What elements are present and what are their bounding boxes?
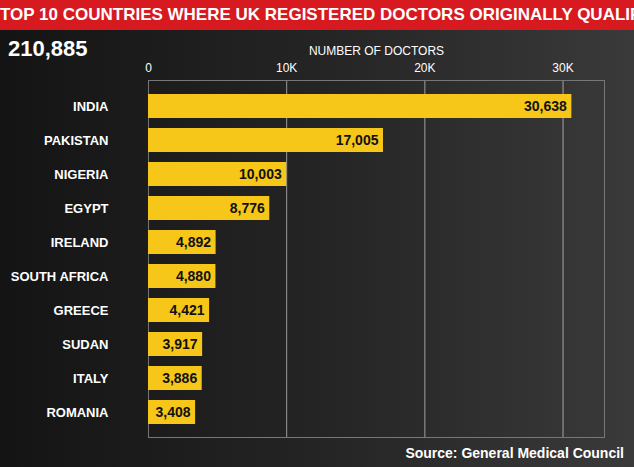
svg-text:20K: 20K <box>414 61 435 75</box>
svg-text:30,638: 30,638 <box>524 98 567 114</box>
svg-text:3,917: 3,917 <box>163 336 198 352</box>
svg-text:IRELAND: IRELAND <box>51 235 109 250</box>
svg-text:INDIA: INDIA <box>73 99 109 114</box>
svg-text:10K: 10K <box>276 61 297 75</box>
svg-text:10,003: 10,003 <box>239 166 282 182</box>
svg-text:17,005: 17,005 <box>336 132 379 148</box>
svg-text:GREECE: GREECE <box>54 303 109 318</box>
svg-text:ROMANIA: ROMANIA <box>46 405 109 420</box>
svg-text:SOUTH AFRICA: SOUTH AFRICA <box>11 269 109 284</box>
svg-text:SUDAN: SUDAN <box>62 337 108 352</box>
svg-text:30K: 30K <box>552 61 573 75</box>
svg-text:NIGERIA: NIGERIA <box>54 167 109 182</box>
svg-text:PAKISTAN: PAKISTAN <box>44 133 109 148</box>
html-text:210,885: 210,885 <box>8 36 88 61</box>
html-text:Source: General Medical Counci: Source: General Medical Council <box>405 445 624 461</box>
svg-text:4,421: 4,421 <box>170 302 205 318</box>
svg-text:4,892: 4,892 <box>176 234 211 250</box>
svg-text:4,880: 4,880 <box>176 268 211 284</box>
svg-text:EGYPT: EGYPT <box>64 201 108 216</box>
svg-text:3,408: 3,408 <box>156 404 191 420</box>
svg-text:ITALY: ITALY <box>73 371 109 386</box>
svg-text:NUMBER OF DOCTORS: NUMBER OF DOCTORS <box>309 44 444 58</box>
svg-text:3,886: 3,886 <box>162 370 197 386</box>
svg-text:0: 0 <box>145 61 152 75</box>
svg-text:8,776: 8,776 <box>230 200 265 216</box>
